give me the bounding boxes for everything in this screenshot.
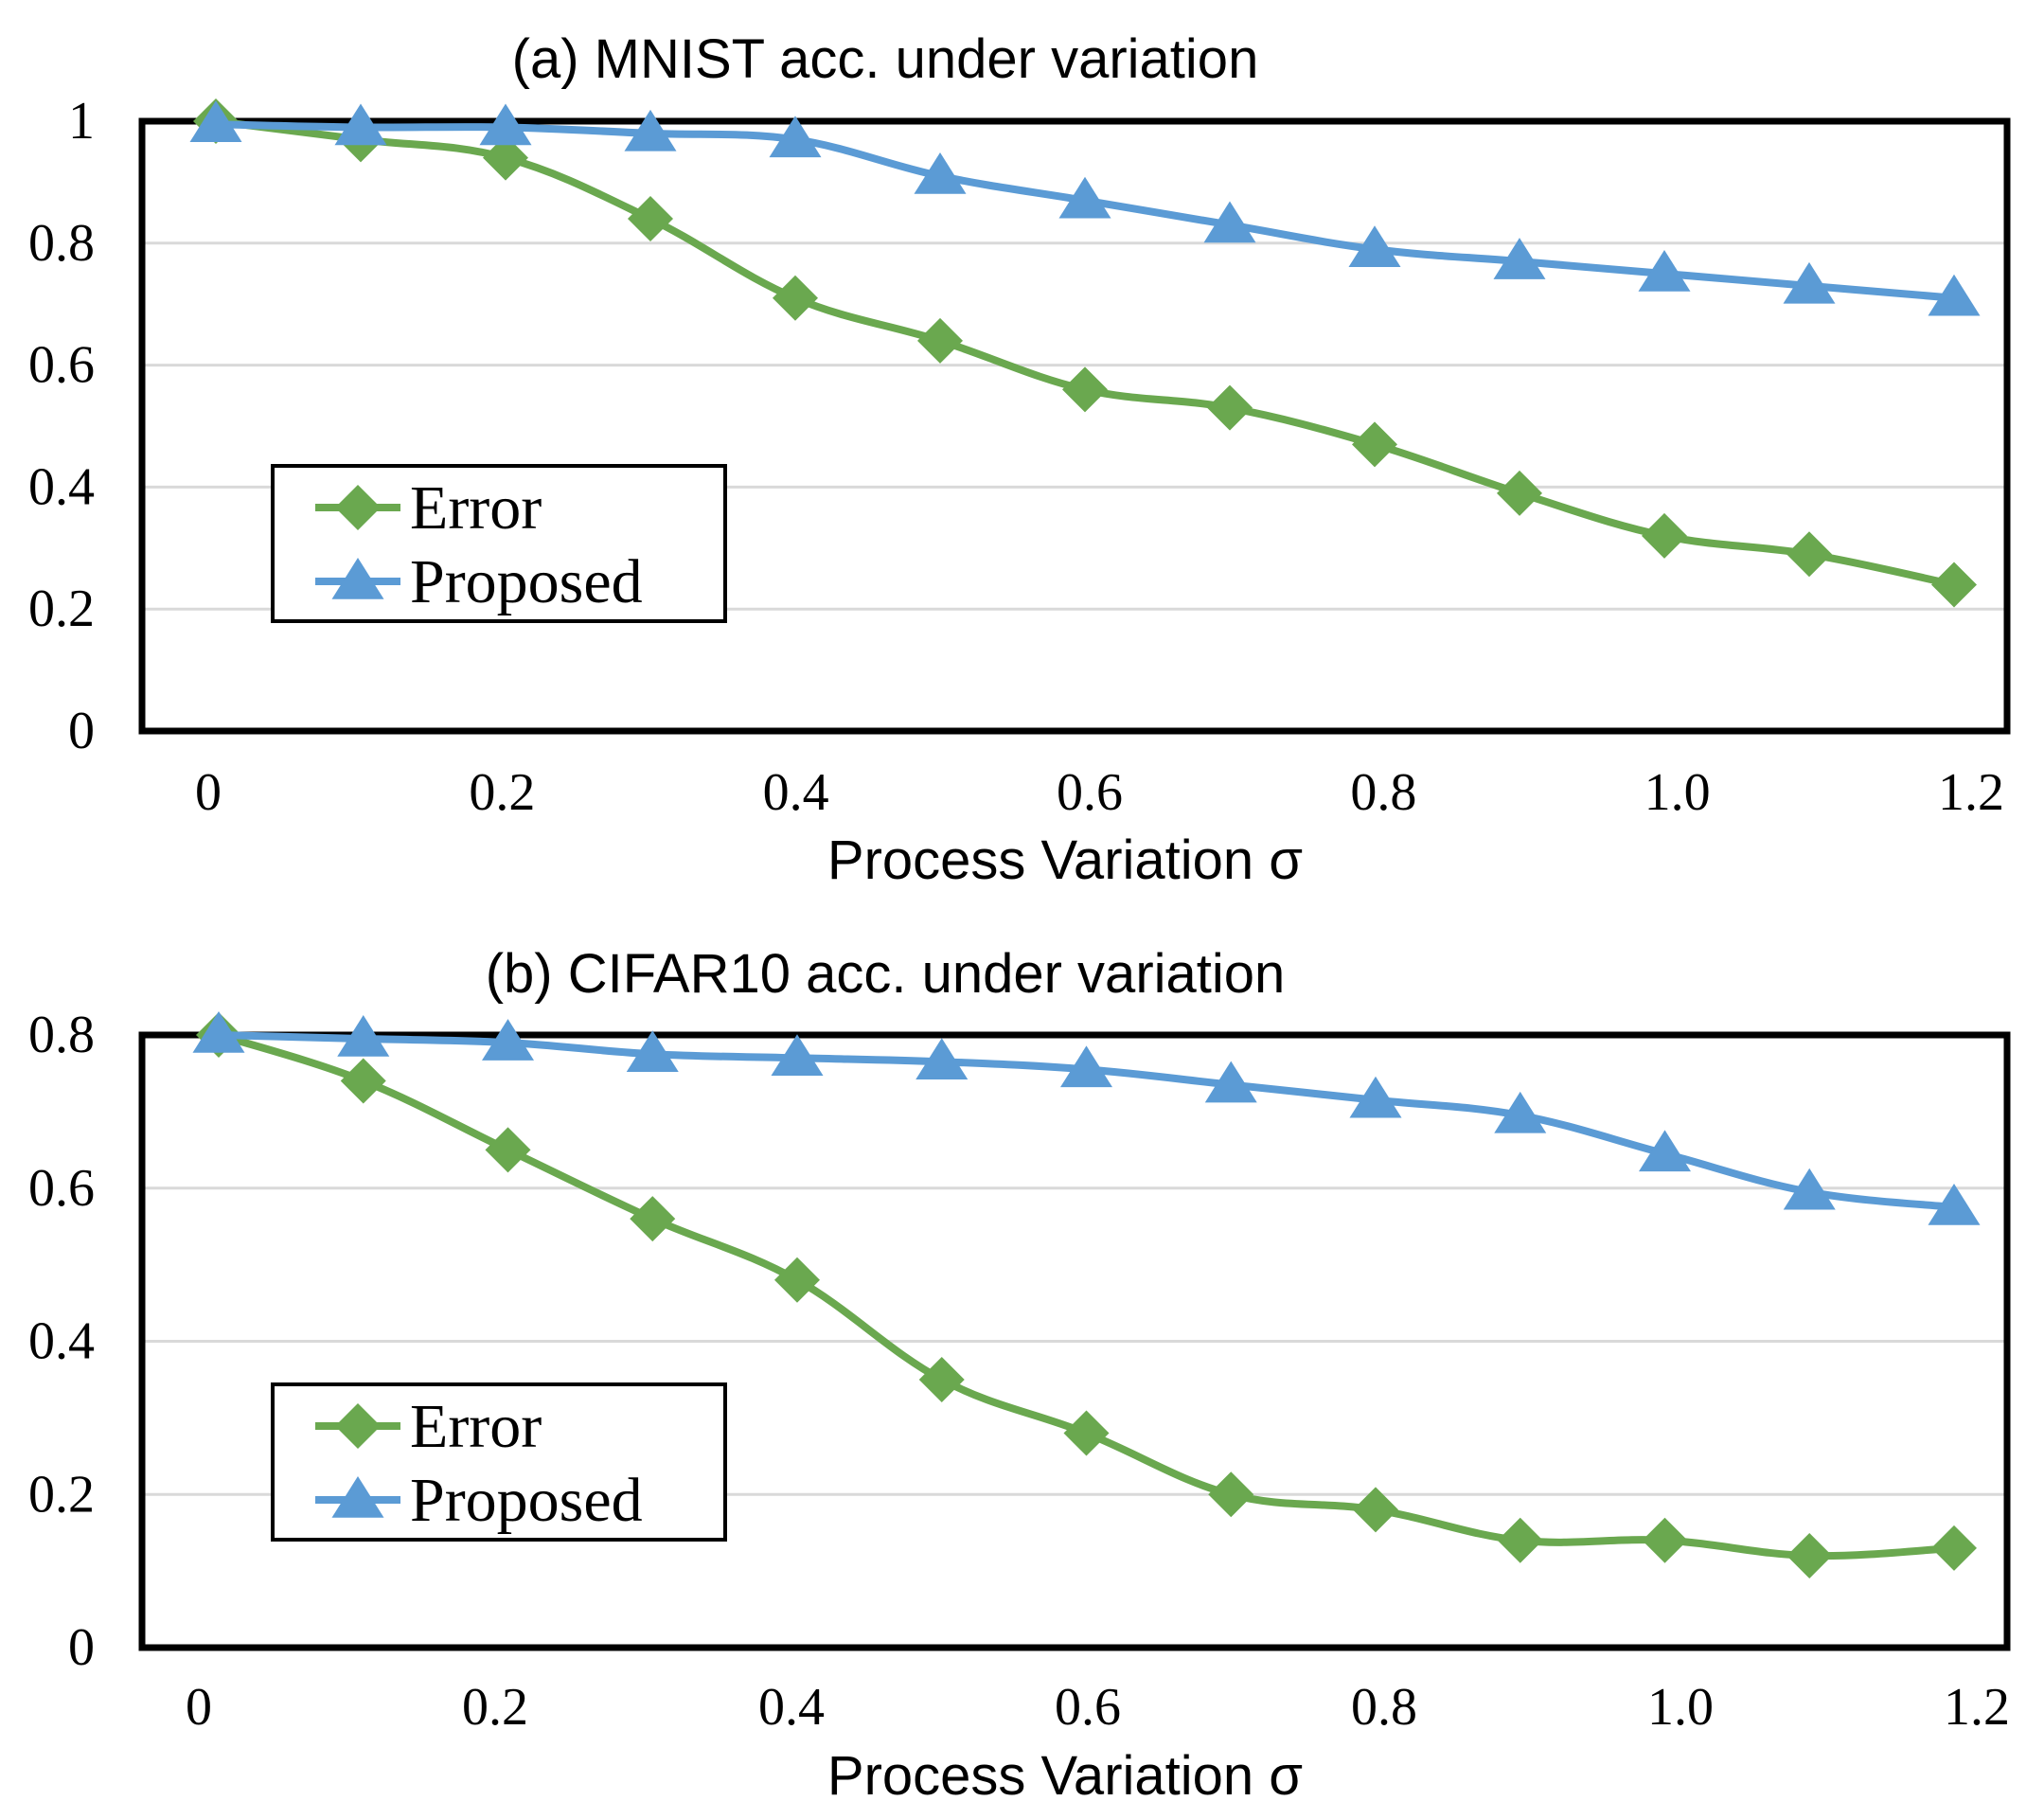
x-tick-label: 0.6 <box>1055 1678 1121 1737</box>
data-point-triangle <box>1203 201 1256 243</box>
series-error <box>196 1012 1977 1578</box>
data-point-diamond <box>1642 1517 1688 1563</box>
data-point-diamond <box>485 1127 531 1173</box>
x-tick-label: 0.4 <box>763 763 829 822</box>
data-point-triangle <box>1494 1091 1547 1133</box>
data-point-triangle <box>189 100 242 142</box>
series-proposed <box>192 1011 1981 1225</box>
data-point-triangle <box>769 116 822 158</box>
y-tick-label: 0.2 <box>28 1465 95 1524</box>
x-tick-label: 0 <box>186 1678 212 1737</box>
data-point-triangle <box>1204 1061 1257 1103</box>
legend-label: Error <box>410 473 542 543</box>
data-point-triangle <box>482 1019 534 1061</box>
data-point-diamond <box>918 1356 965 1402</box>
y-tick-label: 0.6 <box>28 1159 95 1218</box>
data-point-diamond <box>1497 470 1542 516</box>
data-point-triangle <box>624 109 677 152</box>
data-point-triangle <box>626 1030 679 1072</box>
data-point-triangle <box>337 1015 390 1057</box>
legend-marker-triangle <box>331 1476 384 1518</box>
x-axis-label: Process Variation σ <box>827 829 1303 891</box>
data-point-diamond <box>1642 512 1687 559</box>
data-point-triangle <box>1783 1168 1836 1210</box>
chart-title: (a) MNIST acc. under variation <box>512 28 1259 90</box>
data-point-triangle <box>1349 1076 1402 1118</box>
data-point-triangle <box>1783 261 1836 304</box>
series-proposed <box>189 100 1981 316</box>
data-point-diamond <box>773 275 818 321</box>
y-tick-label: 0.8 <box>28 1006 95 1064</box>
x-tick-label: 1.0 <box>1644 763 1711 822</box>
plot-frame <box>138 117 2011 735</box>
data-point-diamond <box>1931 562 1977 608</box>
legend-marker-triangle <box>331 558 384 599</box>
data-point-diamond <box>1786 1532 1833 1578</box>
data-point-triangle <box>1058 176 1111 219</box>
data-point-diamond <box>1062 366 1108 413</box>
chart-title: (b) CIFAR10 acc. under variation <box>486 943 1286 1005</box>
data-point-diamond <box>1353 1487 1398 1533</box>
data-point-triangle <box>1060 1045 1112 1088</box>
y-tick-label: 0.6 <box>28 336 95 395</box>
series-error <box>193 98 1977 608</box>
data-point-triangle <box>1638 250 1691 292</box>
chart-2: (b) CIFAR10 acc. under variation 0 0.2 0.4 0… <box>28 943 2011 1807</box>
data-point-triangle <box>334 103 387 146</box>
x-tick-label: 0.6 <box>1057 763 1123 822</box>
plot-frame <box>138 1031 2011 1651</box>
y-tick-label: 1 <box>68 92 95 151</box>
data-point-diamond <box>340 1058 386 1104</box>
x-axis-label: Process Variation σ <box>827 1745 1303 1807</box>
data-point-triangle <box>915 1038 969 1080</box>
x-tick-label: 0.8 <box>1350 763 1416 822</box>
legend-label: Proposed <box>410 547 643 616</box>
data-point-triangle <box>1928 274 1981 316</box>
data-point-diamond <box>628 196 673 242</box>
data-point-triangle <box>771 1034 824 1077</box>
x-tick-label: 0.2 <box>462 1678 528 1737</box>
y-tick-label: 0.4 <box>28 1312 95 1371</box>
y-tick-label: 0.8 <box>28 214 95 273</box>
x-tick-label: 0.4 <box>758 1678 825 1737</box>
y-tick-label: 0 <box>68 1618 95 1677</box>
data-point-triangle <box>1493 238 1546 279</box>
x-tick-label: 1.0 <box>1647 1678 1714 1737</box>
legend-label: Error <box>410 1392 542 1461</box>
x-tick-label: 0 <box>195 763 222 822</box>
data-point-diamond <box>630 1196 676 1242</box>
data-point-triangle <box>914 152 967 194</box>
legend-marker-diamond <box>335 1403 381 1449</box>
data-point-triangle <box>1348 225 1401 267</box>
data-point-diamond <box>1208 1471 1254 1518</box>
legend-marker-diamond <box>335 485 381 530</box>
data-point-diamond <box>1931 1525 1977 1571</box>
data-point-diamond <box>1497 1517 1543 1563</box>
y-tick-label: 0.2 <box>28 580 95 638</box>
data-point-diamond <box>1786 531 1832 578</box>
x-tick-label: 1.2 <box>1944 1678 2010 1737</box>
data-point-triangle <box>1639 1130 1691 1172</box>
x-tick-label: 0.2 <box>469 763 535 822</box>
data-point-diamond <box>1352 421 1397 468</box>
data-point-diamond <box>1207 384 1253 431</box>
legend-label: Proposed <box>410 1466 643 1535</box>
data-point-triangle <box>192 1011 245 1053</box>
data-point-diamond <box>917 317 963 364</box>
data-point-triangle <box>1928 1183 1981 1225</box>
data-point-diamond <box>1063 1410 1110 1456</box>
chart-1: (a) MNIST acc. under variation 0 0.2 0.4 0.6… <box>28 28 2011 891</box>
x-tick-label: 1.2 <box>1938 763 2004 822</box>
y-tick-label: 0 <box>68 702 95 760</box>
data-point-diamond <box>483 134 528 181</box>
y-tick-label: 0.4 <box>28 457 95 516</box>
data-point-diamond <box>774 1257 820 1303</box>
x-tick-label: 0.8 <box>1351 1678 1417 1737</box>
data-point-triangle <box>479 103 532 146</box>
